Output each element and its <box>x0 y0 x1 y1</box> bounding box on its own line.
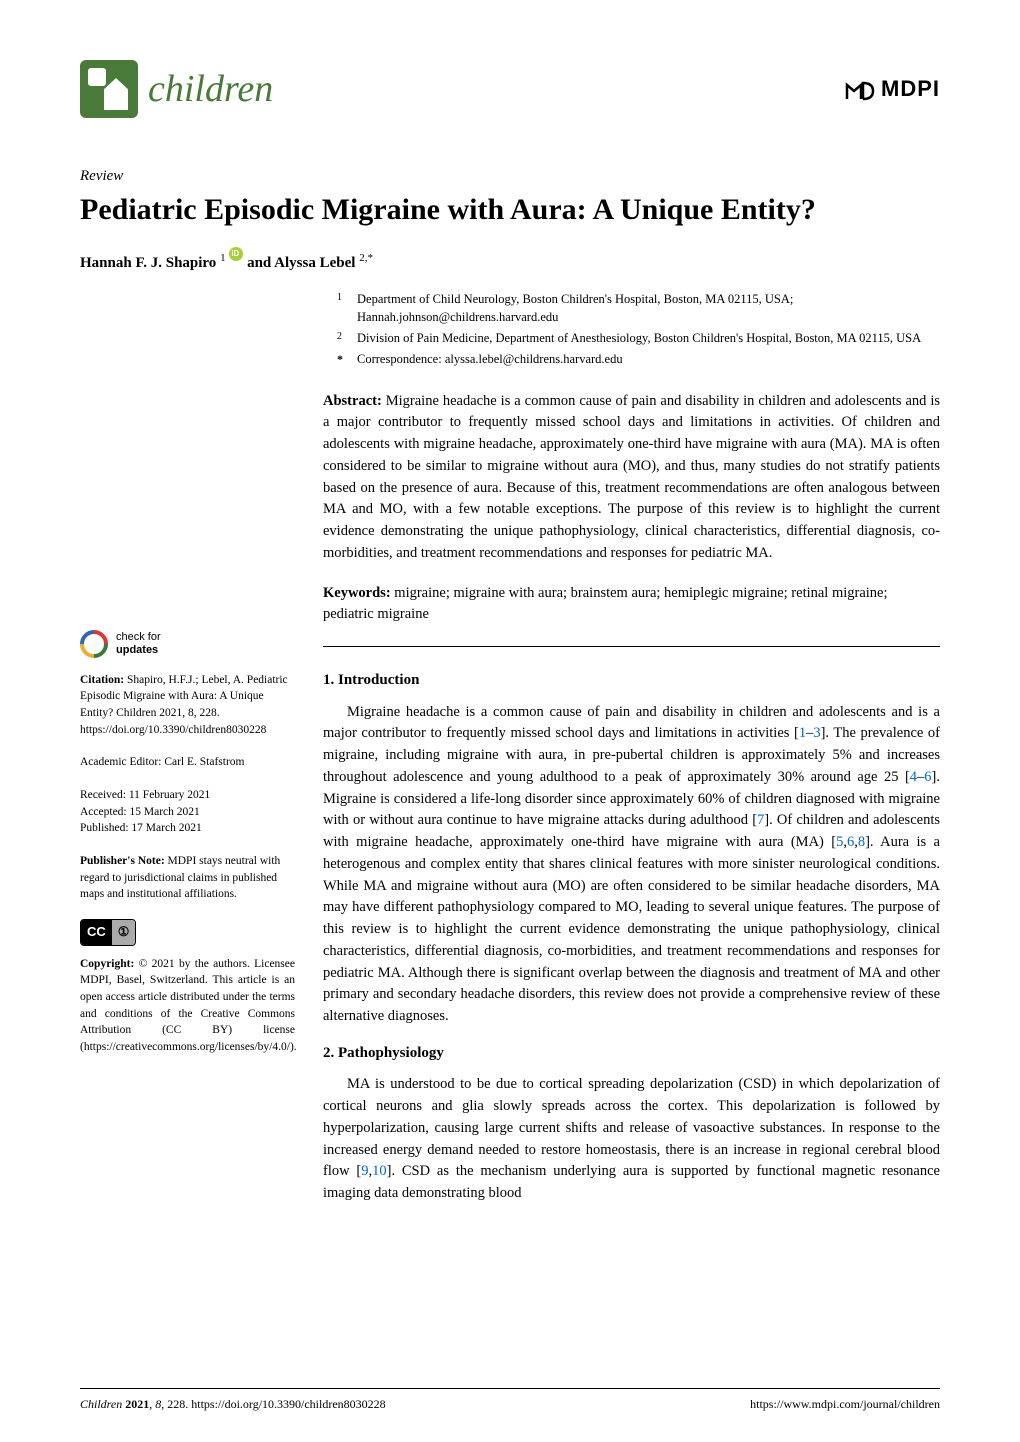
citation-ref[interactable]: 8 <box>858 834 865 850</box>
article-title: Pediatric Episodic Migraine with Aura: A… <box>80 191 940 229</box>
affiliation-num: 1 <box>337 290 347 328</box>
keywords-text: migraine; migraine with aura; brainstem … <box>323 585 888 623</box>
affiliation-text: Division of Pain Medicine, Department of… <box>357 329 921 348</box>
publisher-logo: MDPI <box>845 75 940 103</box>
cc-icon: CC <box>81 920 112 945</box>
affiliation-text: Correspondence: alyssa.lebel@childrens.h… <box>357 350 623 369</box>
check-updates-badge[interactable]: check for updates <box>80 630 295 658</box>
author-connector: and <box>247 255 274 271</box>
page-footer: Children 2021, 8, 228. https://doi.org/1… <box>80 1388 940 1412</box>
citation-label: Citation: <box>80 674 124 686</box>
keywords-label: Keywords: <box>323 585 391 601</box>
abstract-text: Migraine headache is a common cause of p… <box>323 393 940 561</box>
editor-label: Academic Editor: <box>80 756 164 768</box>
copyright-block: Copyright: © 2021 by the authors. Licens… <box>80 956 295 1056</box>
author-2-sup: 2,* <box>359 252 373 264</box>
affiliation-text: Department of Child Neurology, Boston Ch… <box>357 290 940 328</box>
citation-ref[interactable]: 10 <box>372 1163 387 1179</box>
abstract: Abstract: Migraine headache is a common … <box>323 391 940 565</box>
text-run: ]. Aura is a heterogenous and complex en… <box>323 834 940 1024</box>
author-1-sup: 1 <box>220 252 226 264</box>
article-type: Review <box>80 168 940 185</box>
citation-ref[interactable]: 1 <box>799 725 806 741</box>
divider <box>323 646 940 647</box>
affiliation-num: 2 <box>337 329 347 348</box>
affiliation-row: * Correspondence: alyssa.lebel@childrens… <box>337 350 940 369</box>
editor-block: Academic Editor: Carl E. Stafstrom <box>80 754 295 771</box>
citation-block: Citation: Shapiro, H.F.J.; Lebel, A. Ped… <box>80 672 295 739</box>
affiliation-num: * <box>337 350 347 369</box>
mdpi-text: MDPI <box>881 76 940 102</box>
keywords: Keywords: migraine; migraine with aura; … <box>323 583 940 627</box>
check-updates-label: check for updates <box>116 631 161 655</box>
check-line1: check for <box>116 631 161 643</box>
abstract-label: Abstract: <box>323 393 382 409</box>
text-run: ]. CSD as the mechanism underlying aura … <box>323 1163 940 1201</box>
publisher-note-block: Publisher's Note: MDPI stays neutral wit… <box>80 853 295 903</box>
received-date: Received: 11 February 2021 <box>80 787 295 804</box>
citation-ref[interactable]: 3 <box>813 725 820 741</box>
journal-logo: children <box>80 60 273 118</box>
patho-paragraph-1: MA is understood to be due to cortical s… <box>323 1074 940 1205</box>
citation-ref[interactable]: 6 <box>924 769 931 785</box>
journal-name: children <box>148 67 273 111</box>
authors-line: Hannah F. J. Shapiro 1 and Alyssa Lebel … <box>80 247 940 272</box>
citation-ref[interactable]: 4 <box>910 769 917 785</box>
sidebar: check for updates Citation: Shapiro, H.F… <box>80 290 295 1219</box>
publisher-note-label: Publisher's Note: <box>80 855 165 867</box>
journal-logo-icon <box>80 60 138 118</box>
copyright-label: Copyright: <box>80 958 134 970</box>
intro-paragraph-1: Migraine headache is a common cause of p… <box>323 702 940 1028</box>
author-2: Alyssa Lebel <box>274 255 355 271</box>
author-1: Hannah F. J. Shapiro <box>80 255 216 271</box>
published-date: Published: 17 March 2021 <box>80 820 295 837</box>
main-column: 1 Department of Child Neurology, Boston … <box>323 290 940 1219</box>
check-updates-icon <box>80 630 108 658</box>
affiliations: 1 Department of Child Neurology, Boston … <box>323 290 940 369</box>
copyright-text: © 2021 by the authors. Licensee MDPI, Ba… <box>80 958 297 1053</box>
dates-block: Received: 11 February 2021 Accepted: 15 … <box>80 787 295 837</box>
mdpi-icon <box>845 75 877 103</box>
check-line2: updates <box>116 644 161 656</box>
footer-right[interactable]: https://www.mdpi.com/journal/children <box>750 1397 940 1412</box>
cc-text: CC <box>87 923 106 942</box>
affiliation-row: 1 Department of Child Neurology, Boston … <box>337 290 940 328</box>
section-1-heading: 1. Introduction <box>323 669 940 692</box>
by-icon: ① <box>112 920 136 945</box>
affiliation-row: 2 Division of Pain Medicine, Department … <box>337 329 940 348</box>
section-2-heading: 2. Pathophysiology <box>323 1042 940 1065</box>
cc-by-badge[interactable]: CC ① <box>80 919 136 946</box>
orcid-icon[interactable] <box>229 247 243 261</box>
page-header: children MDPI <box>80 60 940 118</box>
accepted-date: Accepted: 15 March 2021 <box>80 804 295 821</box>
footer-left: Children 2021, 8, 228. https://doi.org/1… <box>80 1397 386 1412</box>
editor-name: Carl E. Stafstrom <box>164 756 244 768</box>
